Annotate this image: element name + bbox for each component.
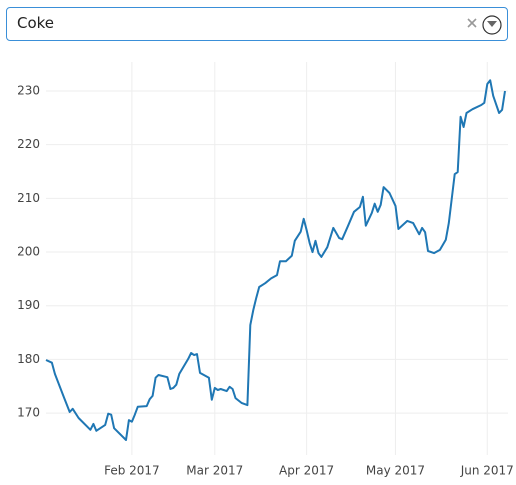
- x-tick-label: Mar 2017: [186, 464, 243, 478]
- y-tick-label: 220: [17, 137, 40, 151]
- dropdown[interactable]: Coke: [6, 7, 508, 41]
- y-tick-label: 200: [17, 245, 40, 259]
- y-tick-label: 170: [17, 406, 40, 420]
- x-tick-label: May 2017: [366, 464, 425, 478]
- y-tick-label: 190: [17, 298, 40, 312]
- y-tick-label: 180: [17, 352, 40, 366]
- x-tick-label: Apr 2017: [279, 464, 334, 478]
- line: [45, 79, 506, 441]
- y-tick-label: 230: [17, 83, 40, 97]
- dropdown-arrow[interactable]: [487, 21, 497, 27]
- dropdown-icons: [467, 15, 502, 35]
- clear-icon[interactable]: [467, 18, 477, 28]
- x-tick-label: Feb 2017: [104, 464, 160, 478]
- y-tick-label: 210: [17, 191, 40, 205]
- dropdown-value: Coke: [17, 14, 55, 32]
- x-tick-label: Jun 2017: [460, 464, 514, 478]
- arrow-ring[interactable]: [482, 15, 502, 35]
